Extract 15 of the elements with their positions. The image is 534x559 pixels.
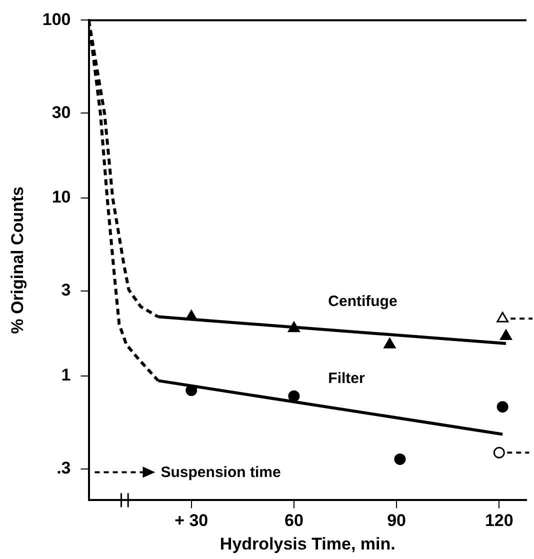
x-tick-label: 120 [484, 511, 514, 530]
y-axis-title: % Original Counts [8, 186, 27, 334]
series-label: Centifuge [328, 292, 398, 310]
x-tick-label: + 30 [174, 511, 208, 530]
y-tick-label: .3 [56, 458, 71, 478]
annotation: Suspension time [160, 464, 281, 482]
y-tick-label: 30 [52, 102, 71, 122]
x-tick-label: 90 [387, 511, 406, 530]
y-tick-label: 1 [61, 366, 71, 385]
y-tick-label: 3 [61, 280, 71, 300]
y-tick-label: 10 [52, 188, 71, 207]
x-tick-label: 60 [284, 511, 304, 530]
x-axis-title: Hydrolysis Time, min. [220, 534, 396, 554]
series-label: Filter [328, 370, 365, 388]
y-tick-label: 100 [42, 10, 71, 29]
